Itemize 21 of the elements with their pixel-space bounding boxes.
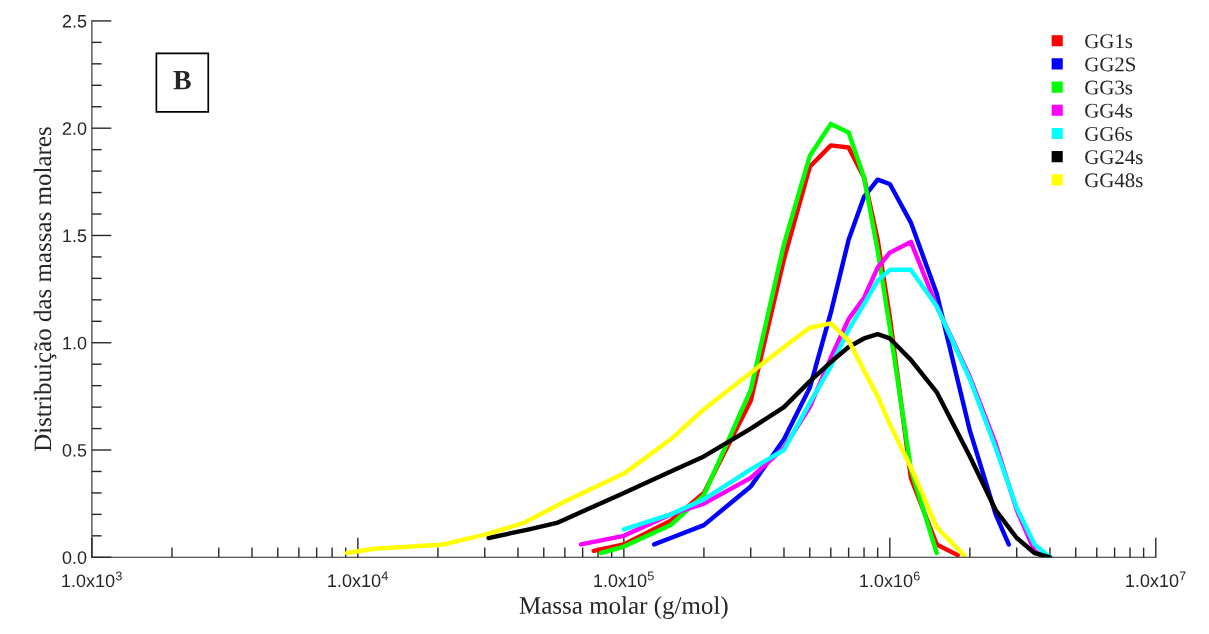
legend-label: GG24s [1085,150,1143,165]
y-tick-label: 1.0 [63,336,87,350]
y-tick-label: 1.5 [63,229,87,243]
legend-label: GG1s [1085,34,1133,49]
y-tick-label: 2.0 [62,122,87,135]
x-axis-title: Massa molar (g/mol) [519,596,728,620]
x-tick-label: 1.0x10$^{3}$ [62,571,122,588]
y-tick-label: 0.0 [62,551,87,565]
x-tick-label: 1.0x10$^{7}$ [1126,571,1186,588]
legend-label: GG3s [1085,80,1133,95]
y-axis-title: Distribuição das massas molares [33,127,57,452]
y-tick-label: 2.5 [62,14,87,28]
x-tick-label: 1.0x10$^{5}$ [594,571,654,588]
legend-label: GG4s [1085,103,1133,118]
legend-label: GG48s [1085,173,1143,188]
annotation: B [173,71,191,90]
legend-label: GG6s [1085,126,1133,141]
legend-label: GG2S [1085,57,1136,72]
x-tick-label: 1.0x10$^{6}$ [860,571,920,588]
y-tick-label: 0.5 [62,443,87,457]
x-tick-label: 1.0x10$^{4}$ [328,571,388,588]
